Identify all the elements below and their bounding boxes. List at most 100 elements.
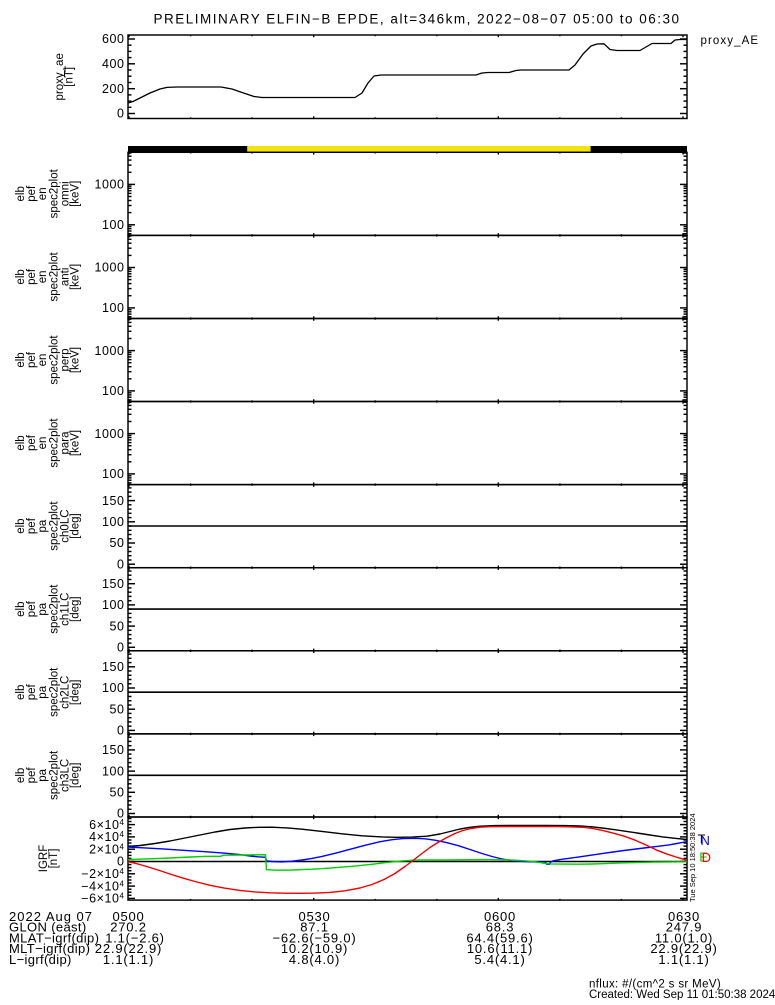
svg-text:400: 400 [102, 57, 125, 71]
svg-text:150: 150 [102, 660, 125, 674]
svg-text:50: 50 [109, 536, 124, 550]
svg-text:−2×104: −2×104 [81, 867, 124, 881]
svg-text:anti: anti [60, 268, 72, 287]
svg-text:ch0LC: ch0LC [60, 509, 72, 542]
svg-text:68.3: 68.3 [486, 920, 515, 935]
svg-text:elb: elb [15, 352, 27, 367]
svg-text:para: para [60, 431, 72, 455]
svg-text:GLON (east): GLON (east) [9, 920, 87, 935]
svg-text:100: 100 [102, 301, 125, 315]
svg-text:1000: 1000 [94, 427, 124, 441]
svg-text:150: 150 [102, 494, 125, 508]
svg-text:PRELIMINARY ELFIN−B EPDE, alt=: PRELIMINARY ELFIN−B EPDE, alt=346km, 202… [153, 12, 680, 27]
svg-text:5.4(4.1): 5.4(4.1) [474, 952, 525, 967]
svg-text:en: en [37, 354, 49, 367]
svg-text:spec2plot: spec2plot [49, 335, 61, 385]
svg-text:pef: pef [26, 185, 38, 202]
svg-text:spec2plot: spec2plot [49, 501, 61, 551]
svg-text:0600: 0600 [484, 909, 516, 924]
svg-text:270.2: 270.2 [110, 920, 147, 935]
svg-text:pef: pef [26, 434, 38, 451]
svg-text:1000: 1000 [94, 178, 124, 192]
svg-text:spec2plot: spec2plot [49, 168, 61, 218]
svg-text:0: 0 [117, 807, 125, 821]
svg-text:en: en [37, 187, 49, 200]
svg-text:100: 100 [102, 384, 125, 398]
svg-text:L−igrf(dip): L−igrf(dip) [9, 952, 72, 967]
svg-text:200: 200 [102, 82, 125, 96]
svg-text:10.6(11.1): 10.6(11.1) [467, 941, 533, 956]
svg-text:[keV]: [keV] [70, 347, 82, 373]
svg-text:ch1LC: ch1LC [60, 593, 72, 626]
svg-text:0630: 0630 [668, 909, 700, 924]
svg-text:[keV]: [keV] [70, 430, 82, 456]
svg-text:2×104: 2×104 [89, 842, 124, 856]
svg-text:N: N [701, 833, 710, 848]
svg-text:0500: 0500 [112, 909, 144, 924]
svg-text:pef: pef [26, 351, 38, 368]
svg-text:pef: pef [26, 517, 38, 534]
svg-text:en: en [37, 437, 49, 450]
svg-text:[nT]: [nT] [48, 849, 60, 869]
svg-text:Tue Sep 10 18:50:38 2024: Tue Sep 10 18:50:38 2024 [688, 813, 697, 902]
svg-text:elb: elb [15, 685, 27, 700]
svg-text:100: 100 [102, 515, 125, 529]
svg-text:4×104: 4×104 [89, 830, 124, 844]
svg-text:[deg]: [deg] [70, 596, 82, 622]
svg-text:0: 0 [117, 641, 125, 655]
svg-text:pa: pa [37, 685, 49, 698]
svg-text:IGRF: IGRF [38, 845, 50, 872]
svg-text:11.0(1.0): 11.0(1.0) [655, 930, 713, 945]
svg-text:elb: elb [15, 269, 27, 284]
svg-text:1.1(1.1): 1.1(1.1) [658, 952, 709, 967]
svg-text:50: 50 [109, 619, 124, 633]
svg-text:0: 0 [117, 557, 125, 571]
svg-text:spec2plot: spec2plot [49, 584, 61, 634]
svg-text:proxy_AE: proxy_AE [701, 35, 760, 47]
svg-text:pa: pa [37, 519, 49, 532]
svg-text:−62.6(−59.0): −62.6(−59.0) [272, 930, 356, 945]
svg-text:4.8(4.0): 4.8(4.0) [289, 952, 340, 967]
svg-text:perp: perp [60, 348, 72, 371]
svg-text:2022 Aug 07: 2022 Aug 07 [9, 909, 93, 924]
svg-text:pef: pef [26, 600, 38, 617]
svg-text:elb: elb [15, 602, 27, 617]
svg-text:[keV]: [keV] [70, 264, 82, 290]
svg-text:spec2plot: spec2plot [49, 750, 61, 800]
svg-text:pa: pa [37, 768, 49, 781]
svg-text:T: T [698, 832, 706, 847]
svg-text:100: 100 [102, 218, 125, 232]
svg-text:50: 50 [109, 702, 124, 716]
svg-text:10.2(10.9): 10.2(10.9) [281, 941, 348, 956]
svg-text:150: 150 [102, 743, 125, 757]
svg-text:ch2LC: ch2LC [60, 676, 72, 709]
svg-text:D: D [702, 850, 711, 865]
svg-text:1000: 1000 [94, 344, 124, 358]
svg-text:22.9(22.9): 22.9(22.9) [95, 941, 162, 956]
svg-text:100: 100 [102, 598, 125, 612]
svg-text:0: 0 [117, 107, 125, 121]
svg-text:[deg]: [deg] [70, 680, 82, 706]
svg-text:pef: pef [26, 268, 38, 285]
svg-text:247.9: 247.9 [666, 920, 703, 935]
svg-text:−6×104: −6×104 [81, 892, 124, 906]
svg-text:elb: elb [15, 186, 27, 201]
svg-text:proxy_ae: proxy_ae [54, 53, 66, 100]
svg-text:pa: pa [37, 602, 49, 615]
svg-text:MLAT−igrf(dip): MLAT−igrf(dip) [9, 930, 99, 945]
svg-text:1000: 1000 [94, 261, 124, 275]
svg-text:[deg]: [deg] [70, 763, 82, 789]
svg-text:0: 0 [117, 855, 125, 869]
svg-text:MLT−igrf(dip): MLT−igrf(dip) [9, 941, 90, 956]
svg-text:600: 600 [102, 32, 125, 46]
svg-text:E: E [699, 849, 708, 864]
svg-text:elb: elb [15, 435, 27, 450]
svg-text:6×104: 6×104 [89, 818, 124, 832]
svg-text:50: 50 [109, 786, 124, 800]
svg-text:22.9(22.9): 22.9(22.9) [650, 941, 717, 956]
svg-text:pef: pef [26, 684, 38, 701]
svg-text:0530: 0530 [298, 909, 330, 924]
svg-text:omni: omni [60, 181, 72, 206]
svg-text:[nT]: [nT] [64, 67, 76, 87]
svg-text:87.1: 87.1 [300, 920, 329, 935]
